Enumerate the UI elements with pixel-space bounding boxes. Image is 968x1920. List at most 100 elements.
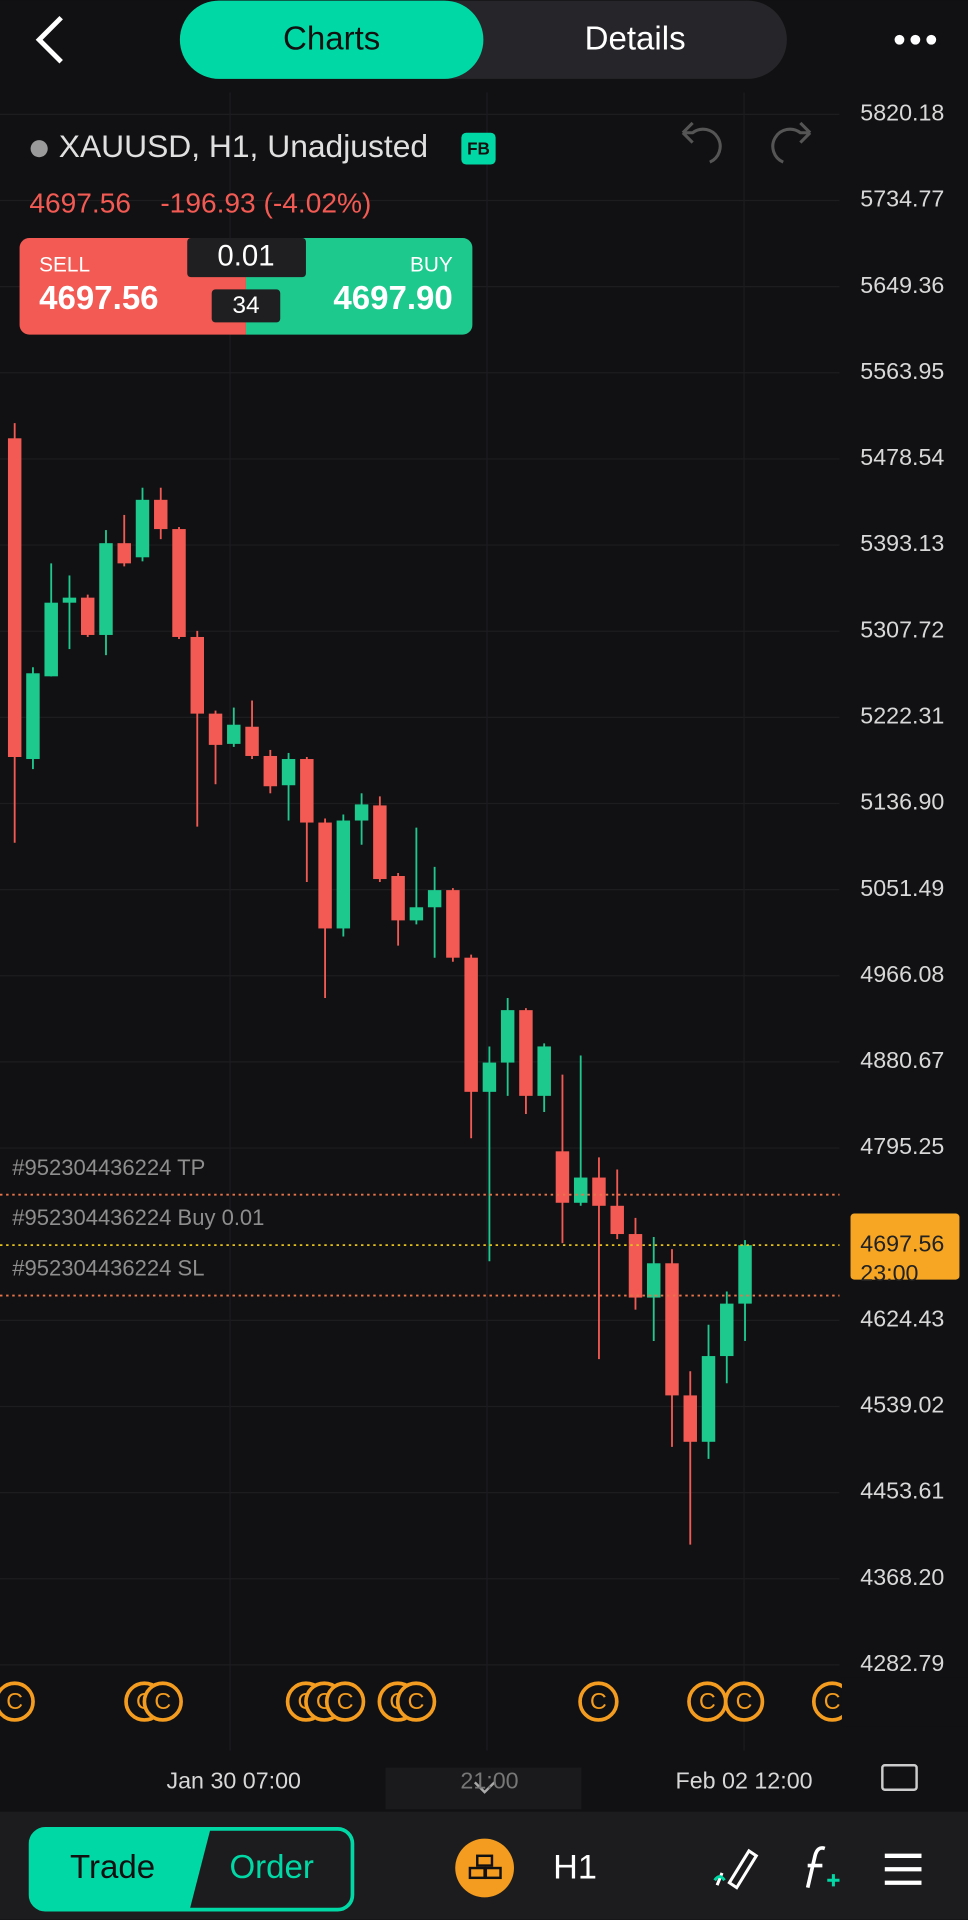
buy-label: BUY xyxy=(410,254,453,277)
gold-bars xyxy=(468,1854,502,1880)
fullscreen-icon[interactable] xyxy=(881,1764,918,1791)
axis-mask xyxy=(841,1677,968,1727)
candle-body xyxy=(464,957,478,1092)
candle-body xyxy=(26,673,40,760)
collapse-area[interactable] xyxy=(385,1767,582,1810)
badge xyxy=(461,132,496,165)
event-marker xyxy=(578,1681,619,1722)
event-marker-text: C xyxy=(736,1688,753,1714)
candle-body xyxy=(172,529,186,637)
candle-body xyxy=(519,1010,533,1096)
order-label: #952304436224 Buy 0.01 xyxy=(12,1205,264,1230)
candle-body xyxy=(99,543,113,635)
candle-body xyxy=(318,822,332,929)
event-marker-text: C xyxy=(6,1688,23,1714)
sell-label: SELL xyxy=(39,254,90,277)
tab[interactable]: Details xyxy=(585,21,686,58)
candle-body xyxy=(208,713,223,745)
tab-active[interactable] xyxy=(179,0,484,79)
event-marker-text: C xyxy=(408,1688,425,1714)
y-tick-label: 4282.79 xyxy=(860,1650,944,1676)
y-tick-label: 4624.43 xyxy=(860,1305,944,1331)
undo[interactable] xyxy=(681,121,722,164)
y-tick-label: 5820.18 xyxy=(860,100,944,126)
y-tick-label: 4795.25 xyxy=(860,1133,944,1159)
lot-box[interactable] xyxy=(187,237,306,278)
event-marker-text: C xyxy=(154,1688,171,1714)
x-tick-label: Feb 02 12:00 xyxy=(676,1768,813,1794)
event-marker-text: C xyxy=(337,1688,354,1714)
candle-body xyxy=(665,1263,679,1396)
event-marker-text: C xyxy=(824,1688,841,1714)
change: -196.93 (-4.02%) xyxy=(160,187,371,218)
candle-body xyxy=(281,759,296,786)
y-tick-label: 5393.13 xyxy=(860,530,944,556)
y-tick-label: 5649.36 xyxy=(860,272,944,298)
y-tick-label: 5222.31 xyxy=(860,702,944,728)
event-marker-text: C xyxy=(590,1688,607,1714)
event-marker xyxy=(723,1681,765,1722)
candle-body xyxy=(427,890,442,908)
candle-body xyxy=(154,499,168,530)
lot[interactable]: 0.01 xyxy=(217,239,274,272)
candle-body xyxy=(610,1205,624,1235)
collapse-arrow[interactable] xyxy=(473,1781,496,1794)
interval[interactable]: H1 xyxy=(553,1848,597,1886)
indicator-icon[interactable] xyxy=(805,1846,826,1889)
candle-body xyxy=(573,1177,588,1203)
badge-text: FB xyxy=(467,138,490,158)
candle-body xyxy=(263,755,278,787)
y-tick-label: 5478.54 xyxy=(860,444,944,470)
event-marker xyxy=(142,1681,183,1722)
symbol-title: XAUUSD, H1, Unadjusted xyxy=(59,128,428,164)
back-button[interactable] xyxy=(35,15,63,64)
trade[interactable]: Trade xyxy=(70,1849,155,1886)
trade-button[interactable] xyxy=(30,1828,211,1910)
order-label: #952304436224 SL xyxy=(12,1256,204,1281)
candle-body xyxy=(738,1245,752,1304)
candle-body xyxy=(245,726,259,756)
candle-body xyxy=(135,499,150,558)
last-price-tag xyxy=(850,1213,960,1280)
candle-body xyxy=(482,1062,497,1092)
tab[interactable]: Charts xyxy=(283,21,380,58)
event-marker xyxy=(324,1681,366,1722)
candle-body xyxy=(7,438,22,757)
candle-body xyxy=(336,820,351,929)
candle-body xyxy=(409,907,424,921)
y-tick-label: 5563.95 xyxy=(860,358,944,384)
menu-icon[interactable] xyxy=(884,1853,922,1885)
event-marker xyxy=(0,1681,35,1722)
candle-body xyxy=(500,1010,515,1063)
y-tick-label: 5136.90 xyxy=(860,789,944,815)
candle-body xyxy=(354,804,369,821)
last-price-time: 23:00 xyxy=(860,1260,918,1286)
indicator-plus xyxy=(827,1874,840,1887)
candle-body xyxy=(62,597,77,603)
plot: #952304436224 TP #952304436224 Buy 0.01 #9… xyxy=(0,423,840,1545)
order[interactable]: Order xyxy=(229,1849,313,1886)
candle-body xyxy=(446,890,460,958)
y-tick-label: 5307.72 xyxy=(860,616,944,642)
more-button[interactable] xyxy=(894,34,937,45)
draw-icon[interactable] xyxy=(715,1848,759,1890)
candle-body xyxy=(80,597,95,635)
spread-box xyxy=(211,289,281,323)
status-dot xyxy=(30,140,48,158)
buy-price: 4697.90 xyxy=(333,280,452,317)
x-tick-label: 21:00 xyxy=(460,1768,518,1794)
y-tick-label: 4966.08 xyxy=(860,961,944,987)
candle-body xyxy=(391,876,405,921)
y-tick-label: 5734.77 xyxy=(860,186,944,212)
candle-body xyxy=(117,543,131,564)
candle-body xyxy=(373,805,387,880)
x-tick-label: Jan 30 07:00 xyxy=(167,1768,302,1794)
candle-body xyxy=(592,1177,606,1206)
candle-body xyxy=(701,1356,716,1442)
y-tick-label: 4368.20 xyxy=(860,1564,944,1590)
candle-body xyxy=(44,602,58,677)
last-price: 4697.56 xyxy=(860,1230,944,1256)
redo[interactable] xyxy=(771,121,812,164)
